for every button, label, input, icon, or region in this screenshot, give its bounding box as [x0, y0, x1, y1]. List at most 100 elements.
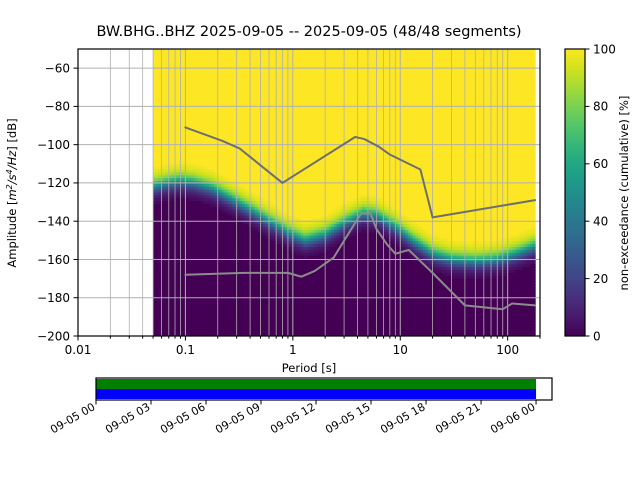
ppsd-cell [186, 313, 190, 317]
ppsd-cell [153, 330, 157, 334]
ppsd-cell [239, 103, 243, 107]
ppsd-cell [252, 143, 256, 148]
ppsd-cell [158, 264, 162, 268]
ppsd-cell [191, 143, 195, 148]
ppsd-cell [160, 192, 164, 196]
ppsd-cell [232, 249, 236, 254]
ppsd-cell [201, 198, 205, 202]
ppsd-cell [191, 83, 195, 87]
ppsd-cell [209, 206, 213, 211]
ppsd-cell [262, 172, 266, 176]
ppsd-cell [188, 310, 192, 314]
ppsd-cell [204, 310, 208, 314]
ppsd-cell [176, 49, 180, 53]
ppsd-cell [216, 330, 220, 334]
ppsd-cell [272, 221, 276, 225]
ppsd-cell [239, 229, 243, 234]
ppsd-cell [163, 100, 167, 105]
ppsd-cell [244, 229, 248, 234]
ppsd-cell [176, 241, 180, 245]
ppsd-cell [262, 252, 266, 257]
ppsd-cell [165, 275, 169, 280]
ppsd-cell [265, 92, 269, 96]
ppsd-cell [193, 304, 197, 308]
ppsd-cell [188, 267, 192, 271]
ppsd-cell [186, 287, 190, 291]
ppsd-cell [165, 264, 169, 268]
ppsd-cell [204, 175, 208, 179]
ppsd-cell [214, 301, 218, 306]
ppsd-cell [247, 123, 251, 128]
ppsd-cell [191, 155, 195, 159]
ppsd-cell [229, 310, 233, 314]
ppsd-cell [204, 77, 208, 82]
ppsd-cell [224, 112, 228, 116]
ppsd-cell [153, 201, 157, 205]
ppsd-cell [265, 49, 269, 53]
ppsd-cell [249, 247, 254, 251]
ppsd-cell [209, 252, 213, 257]
ppsd-cell [216, 267, 220, 271]
ppsd-cell [186, 318, 190, 323]
ppsd-cell [229, 77, 233, 82]
ppsd-cell [244, 330, 248, 334]
ppsd-cell [239, 89, 243, 93]
ppsd-cell [234, 183, 238, 188]
ppsd-cell [191, 247, 195, 251]
ppsd-cell [244, 178, 248, 182]
ppsd-cell [214, 318, 218, 323]
ppsd-cell [204, 106, 208, 110]
ppsd-cell [168, 241, 172, 245]
ppsd-cell [272, 249, 276, 254]
ppsd-cell [229, 146, 233, 151]
ppsd-cell [198, 226, 203, 231]
ppsd-cell [239, 198, 243, 202]
ppsd-cell [188, 218, 192, 222]
ppsd-cell [155, 71, 159, 76]
ppsd-cell [196, 292, 200, 297]
ppsd-cell [265, 51, 269, 56]
ppsd-cell [206, 140, 210, 145]
ppsd-cell [237, 275, 241, 280]
ppsd-cell [270, 212, 274, 217]
ppsd-cell [224, 238, 228, 242]
ppsd-cell [211, 54, 215, 59]
ppsd-cell [260, 132, 264, 136]
ppsd-cell [221, 215, 225, 219]
ppsd-cell [226, 106, 231, 110]
ppsd-cell [191, 201, 195, 205]
ppsd-cell [196, 143, 200, 148]
ppsd-cell [201, 92, 205, 96]
ppsd-cell [181, 235, 185, 240]
ppsd-cell [168, 74, 172, 79]
ppsd-cell [186, 140, 190, 145]
ppsd-cell [244, 226, 248, 231]
ppsd-cell [206, 252, 210, 257]
ppsd-cell [247, 198, 251, 202]
ppsd-cell [206, 178, 210, 182]
ppsd-cell [244, 321, 248, 326]
ppsd-cell [176, 198, 180, 202]
ppsd-cell [272, 49, 276, 53]
ppsd-cell [275, 261, 279, 265]
ppsd-cell [249, 261, 254, 265]
ppsd-cell [170, 140, 175, 145]
ppsd-cell [209, 275, 213, 280]
ppsd-cell [155, 255, 159, 260]
ppsd-cell [170, 103, 175, 107]
ppsd-cell [239, 175, 243, 179]
ppsd-cell [239, 71, 243, 76]
ppsd-cell [163, 97, 167, 102]
ppsd-cell [209, 117, 213, 122]
ppsd-cell [277, 132, 282, 136]
ppsd-cell [158, 115, 162, 119]
ppsd-cell [244, 189, 248, 194]
ppsd-cell [272, 258, 276, 262]
ppsd-cell [170, 132, 175, 136]
ppsd-cell [262, 272, 266, 277]
ppsd-cell [272, 163, 276, 168]
ppsd-cell [254, 51, 259, 56]
ppsd-cell [188, 235, 192, 240]
ppsd-cell [168, 112, 172, 116]
ppsd-cell [176, 158, 180, 162]
